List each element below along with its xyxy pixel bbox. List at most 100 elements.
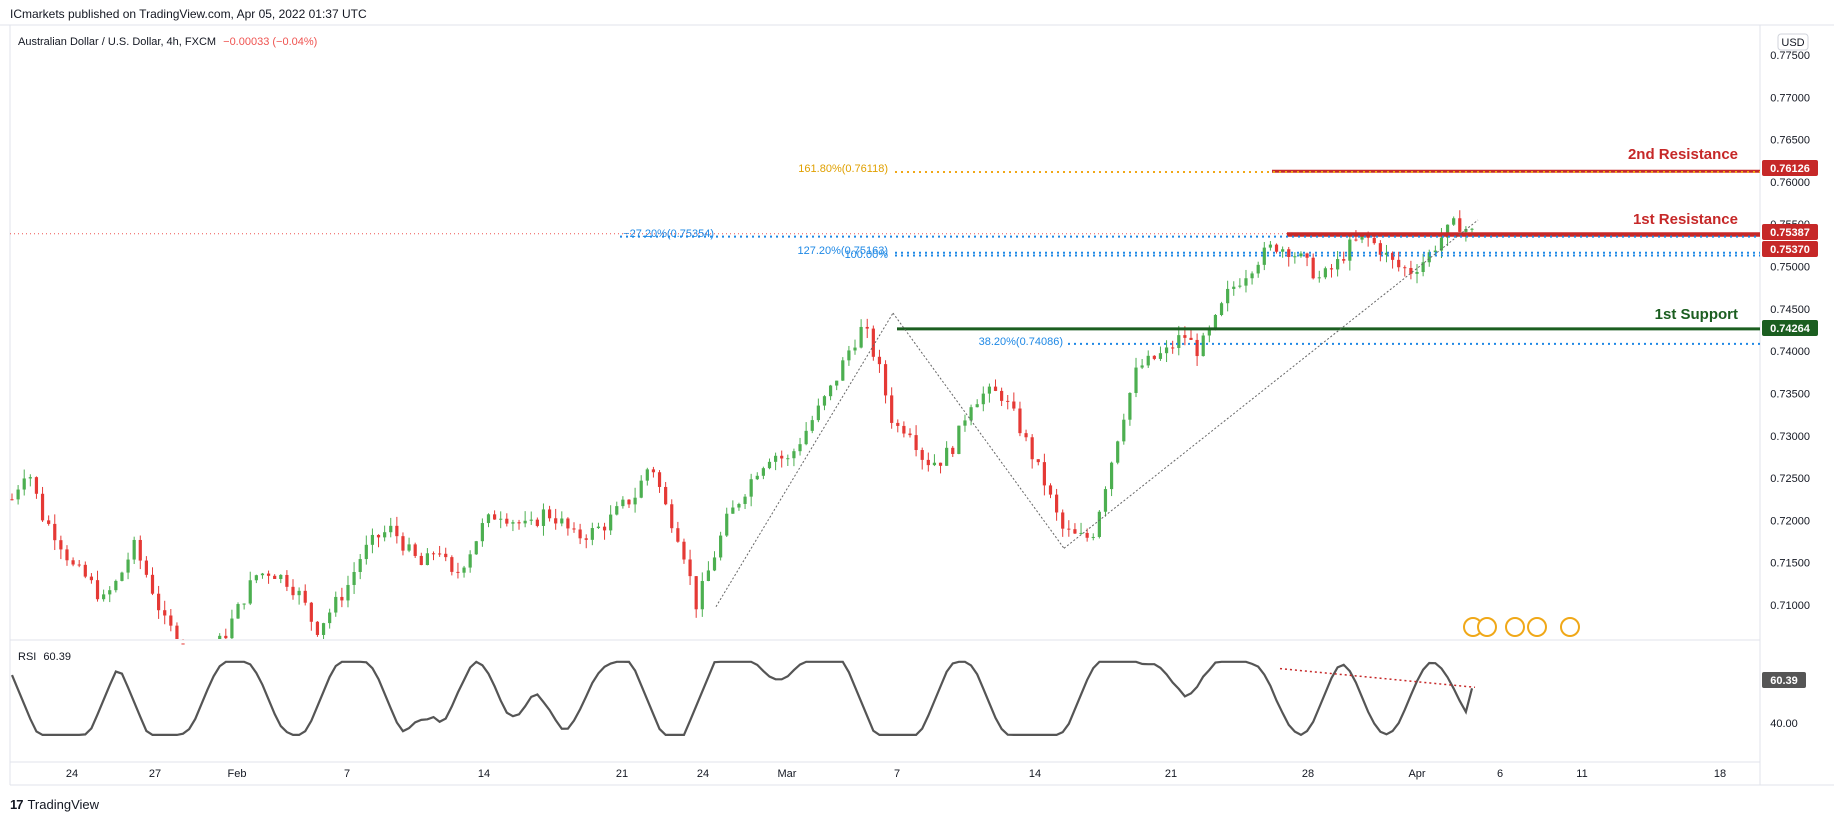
- candle-body: [1158, 353, 1163, 359]
- candle-body: [1348, 239, 1352, 261]
- candle-body: [53, 523, 57, 541]
- candle-body: [1397, 259, 1401, 268]
- candle-body: [1006, 400, 1010, 402]
- candle-body: [328, 612, 332, 624]
- candle-body: [1329, 268, 1334, 270]
- candle-body: [376, 534, 381, 538]
- candle-body: [47, 520, 51, 524]
- candle-body: [767, 461, 772, 469]
- candle-body: [1213, 314, 1218, 329]
- candle-body: [615, 506, 619, 515]
- candle-body: [810, 420, 814, 431]
- price-tick-label: 0.72500: [1770, 473, 1810, 485]
- flag-us-icon: [1527, 617, 1547, 637]
- candle-body: [401, 536, 405, 551]
- candle-body: [1232, 286, 1236, 289]
- time-tick-label: 11: [1576, 768, 1587, 780]
- candle-body: [749, 479, 753, 497]
- candle-body: [877, 356, 882, 365]
- price-tick-label: 0.77000: [1770, 92, 1810, 104]
- candle-body: [59, 540, 63, 550]
- candle-body: [1378, 243, 1382, 255]
- candle-body: [639, 480, 643, 498]
- time-tick-label: 21: [1165, 768, 1177, 780]
- candle-body: [71, 560, 75, 565]
- time-tick-label: 7: [344, 768, 350, 780]
- candle-body: [816, 405, 820, 421]
- candle-body: [1042, 462, 1046, 486]
- candle-body: [370, 534, 375, 545]
- candle-body: [700, 581, 704, 610]
- candle-body: [114, 580, 118, 591]
- candle-body: [1372, 237, 1376, 244]
- time-tick-label: Mar: [778, 768, 797, 780]
- price-tick-label: 0.71500: [1770, 558, 1810, 570]
- candle-body: [609, 514, 613, 531]
- candle-body: [1439, 237, 1444, 251]
- candle-body: [1134, 367, 1138, 393]
- time-tick-label: Apr: [1408, 768, 1425, 780]
- candle-body: [444, 553, 448, 558]
- time-tick-label: 14: [478, 768, 490, 780]
- candle-body: [230, 618, 234, 639]
- candle-body: [1012, 401, 1016, 409]
- rsi-pane: [10, 660, 1476, 737]
- candle-body: [1122, 419, 1126, 442]
- candle-body: [1317, 277, 1321, 279]
- candle-body: [987, 386, 992, 394]
- candle-body: [1030, 437, 1034, 460]
- candle-body: [1305, 253, 1309, 258]
- candle-body: [792, 451, 796, 459]
- candle-body: [34, 477, 39, 494]
- candle-body: [572, 528, 576, 530]
- economic-event-icons[interactable]: [1463, 617, 1580, 637]
- tradingview-brand: TradingView: [27, 797, 100, 812]
- candle-body: [16, 489, 20, 500]
- candle-body: [291, 586, 295, 596]
- candle-body: [297, 590, 301, 596]
- candle-body: [1226, 288, 1230, 304]
- candle-body: [682, 541, 686, 560]
- fib-1272-label: 127.20%(0.75163): [797, 245, 888, 257]
- symbol-name: Australian Dollar / U.S. Dollar, 4h, FXC…: [18, 36, 216, 48]
- r2-price-badge: 0.76126: [1762, 160, 1818, 176]
- candle-body: [1256, 264, 1260, 274]
- candle-body: [584, 538, 588, 540]
- time-tick-label: 18: [1714, 768, 1726, 780]
- candle-body: [352, 571, 356, 585]
- candle-body: [431, 553, 436, 555]
- candle-body: [1189, 337, 1193, 340]
- currency-badge[interactable]: [1777, 33, 1809, 51]
- candle-body: [77, 564, 81, 566]
- candle-body: [499, 518, 503, 520]
- fib-100-label: 100.00%: [845, 249, 889, 261]
- candle-body: [438, 553, 442, 555]
- time-tick-label: Feb: [228, 768, 247, 780]
- candle-body: [1195, 339, 1199, 357]
- candle-body: [126, 559, 130, 573]
- candle-body: [578, 529, 582, 539]
- candle-body: [975, 404, 979, 408]
- tradingview-logo[interactable]: 17 TradingView: [10, 797, 99, 812]
- candle-body: [279, 574, 283, 579]
- candle-body: [859, 326, 863, 348]
- candle-body: [1171, 347, 1175, 349]
- candle-body: [761, 468, 765, 476]
- candle-body: [1293, 256, 1297, 258]
- candle-body: [425, 553, 429, 566]
- candle-body: [163, 610, 167, 616]
- rsi-value-badge: 60.39: [1762, 672, 1806, 688]
- time-tick-label: 28: [1302, 768, 1314, 780]
- candle-body: [456, 571, 460, 573]
- candle-body: [1024, 433, 1028, 438]
- rsi-tick-40: 40.00: [1770, 718, 1798, 730]
- r1-price-badge-b: 0.75370: [1762, 241, 1818, 257]
- pattern-line: [892, 312, 1065, 549]
- rsi-label: RSI: [18, 651, 36, 663]
- candle-body: [1109, 462, 1114, 490]
- candle-body: [969, 407, 973, 421]
- r1-price-text-b: 0.75370: [1770, 244, 1810, 256]
- candle-body: [547, 509, 552, 519]
- candle-body: [505, 518, 509, 524]
